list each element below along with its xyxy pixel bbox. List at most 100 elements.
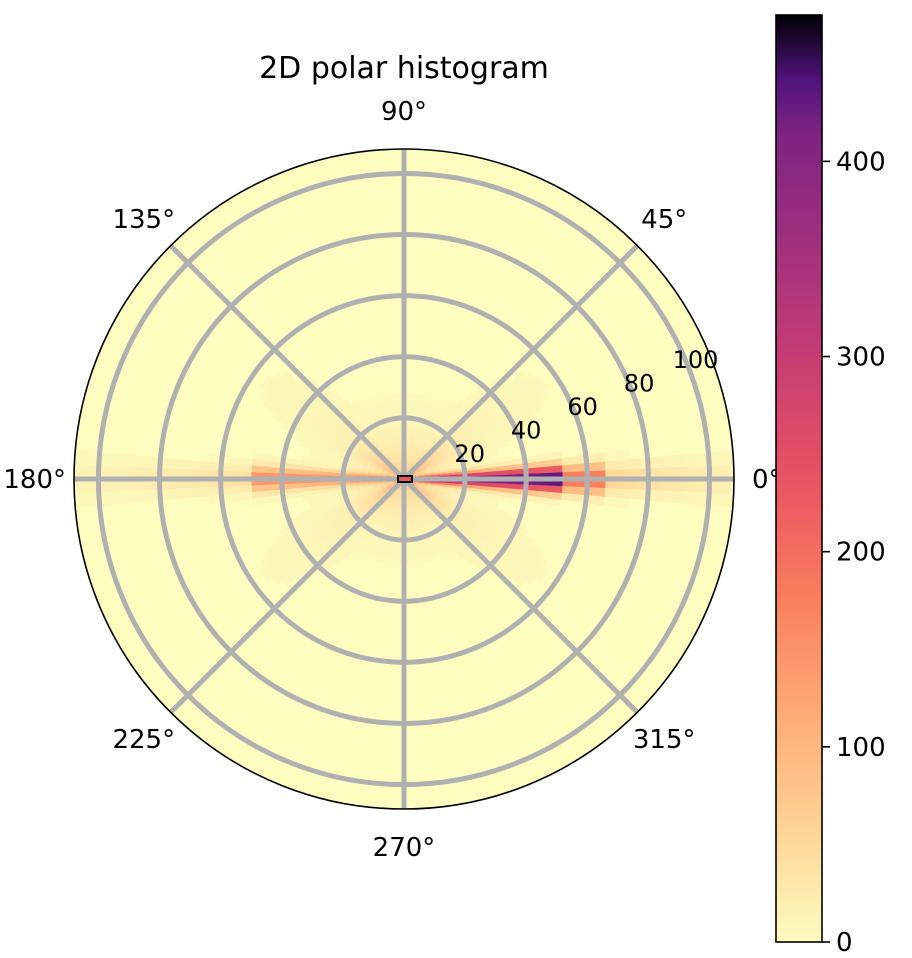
heatmap-cell <box>671 454 679 468</box>
heatmap-cell <box>190 487 198 498</box>
heatmap-cell <box>696 452 704 467</box>
heatmap-cell <box>245 458 253 466</box>
heatmap-cell <box>689 453 698 467</box>
heatmap-cell <box>86 492 94 507</box>
heatmap-cell <box>466 391 475 400</box>
heatmap-cell <box>263 466 271 474</box>
heatmap-cell <box>562 485 570 494</box>
heatmap-cell <box>537 466 545 474</box>
heatmap-cell <box>396 551 402 559</box>
angle-tick-label: 270° <box>373 833 436 863</box>
heatmap-cell <box>260 390 271 400</box>
heatmap-cell <box>549 465 557 473</box>
heatmap-cell <box>165 458 173 470</box>
heatmap-cell <box>530 455 538 463</box>
heatmap-cell <box>294 492 302 499</box>
angle-tick-label: 225° <box>112 725 175 755</box>
heatmap-cell <box>330 472 338 477</box>
heatmap-cell <box>269 489 277 497</box>
heatmap-cell <box>665 455 673 468</box>
heatmap-cell <box>298 441 307 449</box>
heatmap-cell <box>312 470 319 476</box>
heatmap-cell <box>665 490 673 503</box>
heatmap-cell <box>110 491 119 505</box>
chart-title: 2D polar histogram <box>259 51 549 86</box>
heatmap-cell <box>324 471 332 477</box>
angle-tick-label: 90° <box>381 97 427 127</box>
heatmap-cell <box>525 372 536 383</box>
heatmap-cell <box>720 450 728 466</box>
heatmap-cell <box>592 461 600 471</box>
heatmap-cell <box>258 453 266 461</box>
heatmap-cell <box>554 498 562 507</box>
heatmap-cell <box>591 495 600 505</box>
heatmap-cell <box>548 497 556 506</box>
heatmap-cell <box>562 464 570 473</box>
heatmap-cell <box>476 481 484 487</box>
heatmap-cell <box>616 459 625 470</box>
heatmap-cell <box>621 449 630 461</box>
heatmap-cell <box>512 493 520 500</box>
heatmap-cell <box>208 487 216 497</box>
heatmap-cell <box>653 456 661 469</box>
heatmap-cell <box>537 490 545 498</box>
heatmap-cell <box>406 399 412 407</box>
heatmap-cell <box>239 457 247 466</box>
heatmap-cell <box>252 452 260 461</box>
heatmap-cell <box>530 495 538 503</box>
heatmap-cell <box>110 453 119 467</box>
heatmap-cell <box>456 398 464 407</box>
heatmap-cell <box>513 468 521 475</box>
heatmap-cell <box>516 371 527 382</box>
heatmap-cell <box>147 456 155 469</box>
heatmap-cell <box>287 483 295 490</box>
heatmap-cell <box>300 465 308 471</box>
heatmap-cell <box>603 496 612 507</box>
heatmap-cell <box>141 489 149 503</box>
heatmap-cell <box>714 492 722 507</box>
heatmap-cell <box>616 488 625 499</box>
heatmap-cell <box>555 492 563 500</box>
heatmap-cell <box>597 452 606 463</box>
heatmap-cell <box>279 421 288 431</box>
heatmap-cell <box>592 487 600 497</box>
heatmap-cell <box>306 466 314 472</box>
heatmap-cell <box>239 492 247 501</box>
heatmap-cell <box>269 484 277 491</box>
heatmap-cell <box>165 488 173 500</box>
heatmap-cell <box>567 493 575 502</box>
heatmap-cell <box>512 458 520 465</box>
heatmap-cell <box>488 486 496 492</box>
colorbar: 0 100 200 300 400 <box>775 14 886 958</box>
heatmap-cell <box>257 484 265 493</box>
heatmap-cell <box>397 545 402 553</box>
angle-tick-label: 315° <box>633 725 696 755</box>
heatmap-cell <box>171 488 179 500</box>
heatmap-cell <box>531 484 539 491</box>
heatmap-cell <box>264 496 272 504</box>
heatmap-cell <box>598 487 606 497</box>
heatmap-cell <box>135 490 143 503</box>
heatmap-cell <box>86 451 94 466</box>
heatmap-cell <box>568 485 576 495</box>
heatmap-cell <box>299 483 307 489</box>
heatmap-cell <box>299 469 307 475</box>
colorbar-ticks: 0 100 200 300 400 <box>822 147 886 958</box>
heatmap-cell <box>512 488 520 495</box>
heatmap-cell <box>270 495 278 503</box>
heatmap-cell <box>542 497 550 505</box>
heatmap-cell <box>683 491 692 505</box>
heatmap-cell <box>257 459 265 467</box>
colorbar-tick-label: 100 <box>836 733 886 763</box>
heatmap-cell <box>507 483 515 489</box>
heatmap-cell <box>227 455 235 465</box>
heatmap-cell <box>251 491 259 500</box>
heatmap-cell <box>190 460 198 471</box>
heatmap-cell <box>597 495 606 506</box>
heatmap-cell <box>629 458 637 470</box>
heatmap-cell <box>177 488 186 499</box>
heatmap-cell <box>227 493 235 503</box>
heatmap-cell <box>270 455 278 463</box>
heatmap-cell <box>238 464 246 473</box>
